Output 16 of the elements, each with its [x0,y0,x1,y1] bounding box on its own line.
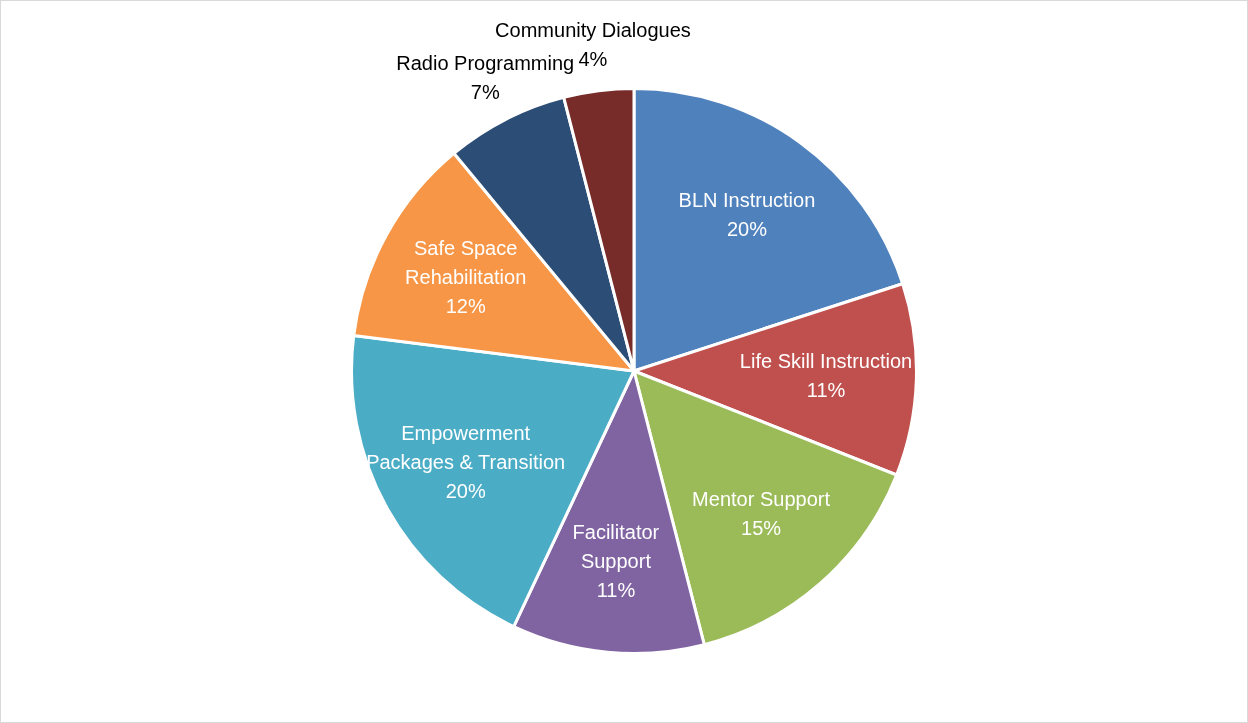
data-label: 15% [741,517,782,540]
data-label: 7% [470,81,500,104]
slice-label: Radio Programming [396,52,575,75]
slice-label: Empowerment Packages & Transition [366,422,566,474]
slice-label: Mentor Support [692,488,831,511]
data-label: 11% [596,578,636,601]
data-label: 20% [726,217,768,240]
data-label: 11% [806,379,846,402]
slice-label: BLN Instruction [678,188,816,211]
data-label: 12% [445,294,486,317]
slice-label: Facilitator Support [572,520,660,572]
slice-label: Community Dialogues [495,18,691,41]
slice-label: Life Skill Instruction [739,350,913,373]
data-label: 4% [578,47,608,70]
data-label: 20% [445,480,486,503]
slice-label: Safe Space Rehabilitation [405,236,527,288]
